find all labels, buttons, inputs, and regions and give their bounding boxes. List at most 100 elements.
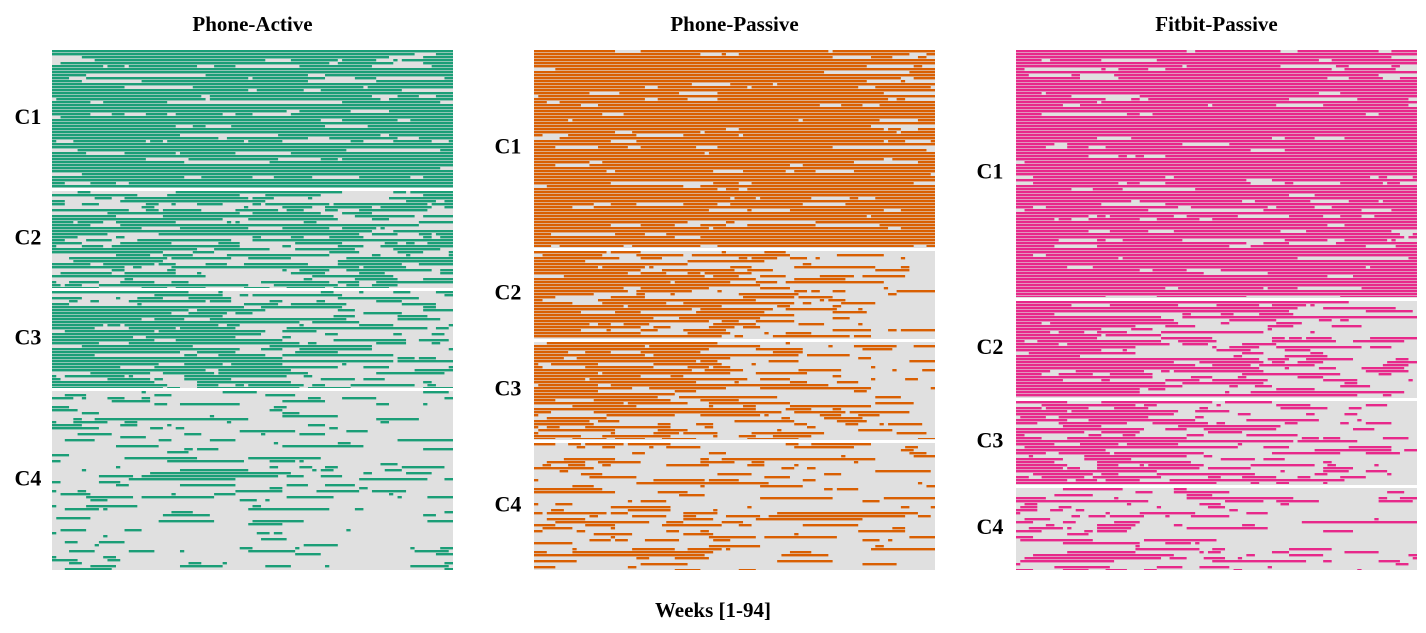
heatmap-cell bbox=[1071, 410, 1179, 413]
heatmap-cell bbox=[917, 515, 931, 518]
heatmap-cell bbox=[704, 272, 752, 275]
heatmap-cell bbox=[913, 77, 935, 80]
heatmap-cell bbox=[397, 315, 428, 318]
heatmap-cell bbox=[1186, 527, 1268, 530]
heatmap-cell bbox=[760, 275, 786, 278]
heatmap-cell bbox=[1016, 319, 1174, 322]
heatmap-cell bbox=[1335, 242, 1417, 245]
heatmap-cell bbox=[1378, 113, 1417, 116]
heatmap-cell bbox=[444, 397, 453, 400]
heatmap-cell bbox=[90, 565, 116, 568]
heatmap-cell bbox=[534, 323, 590, 326]
heatmap-cell bbox=[1050, 509, 1063, 512]
heatmap-cell bbox=[627, 509, 671, 512]
heatmap-cell bbox=[534, 566, 556, 569]
heatmap-cell bbox=[137, 303, 142, 306]
heatmap-cell bbox=[1348, 446, 1392, 449]
heatmap-cell bbox=[239, 547, 253, 550]
heatmap-cell bbox=[534, 305, 624, 308]
heatmap-cell bbox=[1016, 509, 1038, 512]
heatmap-cell bbox=[900, 80, 906, 83]
cluster-separator bbox=[1016, 485, 1417, 488]
heatmap-cell bbox=[636, 140, 884, 143]
heatmap-cell bbox=[789, 551, 812, 554]
heatmap-cell bbox=[534, 551, 547, 554]
heatmap-cell bbox=[755, 518, 863, 521]
heatmap-cell bbox=[1016, 275, 1328, 278]
heatmap-cell bbox=[52, 155, 453, 158]
heatmap-cell bbox=[807, 467, 816, 470]
heatmap-cell bbox=[610, 384, 829, 387]
heatmap-cell bbox=[1365, 452, 1400, 455]
heatmap-cell bbox=[1143, 539, 1217, 542]
heatmap-cell bbox=[640, 351, 701, 354]
heatmap-cell bbox=[593, 411, 782, 414]
heatmap-cell bbox=[1016, 260, 1417, 263]
heatmap-cell bbox=[1088, 218, 1140, 221]
heatmap-cell bbox=[265, 499, 270, 502]
heatmap-cell bbox=[1152, 422, 1208, 425]
heatmap-cell bbox=[1323, 379, 1358, 382]
heatmap-cell bbox=[708, 402, 790, 405]
heatmap-cell bbox=[1297, 361, 1324, 364]
heatmap-cell bbox=[214, 65, 236, 68]
cluster-separator bbox=[52, 188, 453, 191]
heatmap-cell bbox=[610, 203, 637, 206]
heatmap-cell bbox=[1016, 284, 1417, 287]
heatmap-cell bbox=[1016, 340, 1025, 343]
panel-title: Phone-Passive bbox=[670, 12, 798, 36]
heatmap-cell bbox=[359, 209, 428, 212]
heatmap-cell bbox=[354, 278, 398, 281]
heatmap-cell bbox=[52, 559, 78, 562]
heatmap-cell bbox=[1284, 355, 1328, 358]
heatmap-cell bbox=[534, 146, 556, 149]
heatmap-cell bbox=[418, 233, 432, 236]
heatmap-cell bbox=[896, 432, 927, 435]
heatmap-cell bbox=[1016, 370, 1051, 373]
heatmap-cell bbox=[789, 257, 808, 260]
heatmap-cell bbox=[333, 315, 355, 318]
heatmap-cell bbox=[632, 131, 701, 134]
heatmap-cell bbox=[141, 496, 215, 499]
heatmap-cell bbox=[1097, 239, 1106, 242]
heatmap-cell bbox=[60, 529, 87, 532]
heatmap-cell bbox=[184, 354, 198, 357]
heatmap-cell bbox=[337, 309, 355, 312]
heatmap-cell bbox=[725, 548, 731, 551]
heatmap-cell bbox=[312, 469, 317, 472]
heatmap-cell bbox=[1045, 407, 1089, 410]
heatmap-cell bbox=[1408, 379, 1413, 382]
heatmap-cell bbox=[1041, 404, 1136, 407]
heatmap-cell bbox=[282, 445, 364, 448]
heatmap-cell bbox=[1016, 482, 1217, 484]
heatmap-cell bbox=[342, 227, 377, 230]
heatmap-cell bbox=[52, 179, 453, 182]
heatmap-cell bbox=[534, 360, 697, 363]
heatmap-cell bbox=[819, 275, 854, 278]
heatmap-cell bbox=[325, 74, 453, 77]
heatmap-cell bbox=[725, 188, 739, 191]
heatmap-cell bbox=[175, 113, 223, 116]
heatmap-cell bbox=[661, 524, 722, 527]
heatmap-cell bbox=[781, 554, 829, 557]
heatmap-cell bbox=[1395, 358, 1409, 361]
heatmap-cell bbox=[1186, 494, 1213, 497]
heatmap-cell bbox=[534, 131, 616, 134]
heatmap-cell bbox=[1276, 500, 1319, 503]
heatmap-cell bbox=[730, 266, 752, 269]
heatmap-cell bbox=[653, 326, 671, 329]
heatmap-cell bbox=[1016, 53, 1417, 56]
heatmap-cell bbox=[303, 221, 317, 224]
heatmap-cell bbox=[640, 257, 662, 260]
heatmap-cell bbox=[559, 137, 935, 140]
heatmap-cell bbox=[1387, 361, 1417, 364]
heatmap-cell bbox=[414, 550, 449, 553]
heatmap-cell bbox=[534, 375, 641, 378]
heatmap-cell bbox=[350, 140, 364, 143]
heatmap-cell bbox=[1165, 379, 1200, 382]
heatmap-cell bbox=[1323, 560, 1332, 563]
heatmap-cell bbox=[534, 155, 935, 158]
heatmap-cell bbox=[380, 245, 453, 248]
heatmap-cell bbox=[52, 140, 57, 143]
heatmap-cell bbox=[226, 137, 308, 140]
